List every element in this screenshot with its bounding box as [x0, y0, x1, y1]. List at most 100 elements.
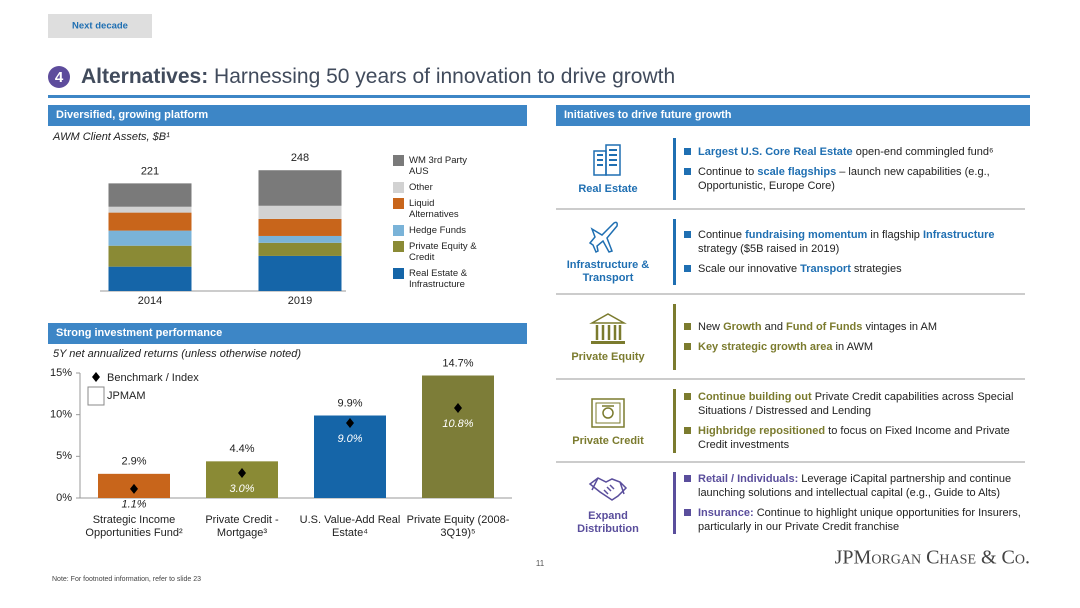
bullet-text: in AWM	[832, 341, 874, 353]
bullet-text: in flagship	[867, 229, 923, 241]
value-label: 9.9%	[337, 397, 362, 409]
bar	[314, 415, 386, 498]
initiative: Private Credit Continue building out Priv…	[556, 381, 1030, 461]
icon	[588, 221, 618, 254]
benchmark-marker	[238, 468, 246, 478]
value-label: 2.9%	[121, 456, 146, 468]
legend-item: Hedge Funds	[393, 225, 484, 236]
bar	[422, 375, 494, 498]
bar-segment	[258, 170, 342, 206]
legend-label: Private Equity & Credit	[409, 241, 477, 263]
title-bold: Alternatives:	[81, 65, 208, 88]
bar	[206, 461, 278, 498]
initiative-label-box: Private Credit	[556, 381, 660, 461]
bullet-square	[684, 148, 691, 155]
legend-item: Liquid Alternatives	[393, 198, 484, 220]
bar-segment	[258, 205, 342, 219]
legend-swatch	[393, 182, 404, 193]
bullet-text: open-end commingled fund⁶	[852, 146, 994, 158]
bar-segment	[108, 206, 192, 213]
bullet-text: and	[761, 321, 787, 333]
benchmark-label: 1.1%	[121, 499, 146, 511]
number-badge	[48, 66, 70, 88]
bullet: Retail / Individuals: Leverage iCapital …	[684, 472, 1024, 500]
initiative: Private Equity New Growth and Fund of Fun…	[556, 296, 1030, 378]
bullet-text: Leverage iCapital partnership and contin…	[698, 473, 1012, 499]
tab-bg	[48, 14, 152, 38]
bar-segment	[258, 235, 342, 243]
bullet-text: Retail / Individuals:	[698, 473, 799, 485]
bullet-square	[684, 393, 691, 400]
initiative: Infrastructure & Transport Continue fundr…	[556, 211, 1030, 293]
legend-item: WM 3rd Party AUS	[393, 155, 484, 177]
bullet-list: Continue fundraising momentum in flagshi…	[684, 211, 1024, 293]
bullet-text: fundraising momentum	[745, 229, 868, 241]
icon	[591, 397, 625, 428]
y-tick-label: 10%	[50, 409, 72, 421]
y-tick-label: 0%	[56, 492, 72, 504]
initiative-label: Infrastructure & Transport	[566, 259, 650, 284]
bullet-text: Transport	[800, 263, 851, 275]
bullet-text: scale flagships	[757, 166, 837, 178]
divider-bar	[673, 138, 676, 200]
legend: WM 3rd Party AUS Other Liquid Alternatives…	[393, 155, 484, 290]
bullet-list: New Growth and Fund of Funds vintages in…	[684, 296, 1024, 378]
bar-segment	[108, 230, 192, 246]
legend-swatch	[393, 225, 404, 236]
chart-subtitle: AWM Client Assets, $B¹	[53, 131, 170, 143]
bullet-text: Infrastructure	[922, 229, 995, 241]
bullet-text: Continue to	[698, 166, 758, 178]
legend-item: Private Equity & Credit	[393, 241, 484, 263]
bullet: Continue building out Private Credit cap…	[684, 390, 1024, 418]
bar-segment	[108, 183, 192, 207]
benchmark-marker	[346, 418, 354, 428]
bullet: Insurance: Continue to highlight unique …	[684, 506, 1024, 534]
title-rest: Harnessing 50 years of innovation to dri…	[208, 65, 675, 88]
footnote: Note: For footnoted information, refer t…	[52, 576, 201, 583]
bar-segment	[258, 218, 342, 236]
x-tick-label: Private Credit - Mortgage³	[205, 514, 279, 539]
legend-box	[87, 386, 105, 406]
x-tick-label: U.S. Value-Add Real Estate⁴	[299, 514, 401, 539]
tab-label[interactable]: Next decade	[72, 21, 128, 32]
bullet-text: Largest U.S. Core Real Estate	[698, 146, 853, 158]
bullet-text: to focus on Fixed Income and Private Cre…	[698, 425, 1010, 451]
bullet-square	[684, 168, 691, 175]
benchmark-marker	[454, 403, 462, 413]
initiative-label: Expand Distribution	[577, 510, 639, 535]
bar-segment	[108, 212, 192, 231]
legend-swatch	[393, 198, 404, 209]
legend-label: Liquid Alternatives	[409, 198, 459, 220]
legend-swatch	[393, 241, 404, 252]
divider-bar	[673, 304, 676, 370]
bullet-list: Continue building out Private Credit cap…	[684, 381, 1024, 461]
x-tick-label: Strategic Income Opportunities Fund²	[85, 514, 183, 539]
bullet-text: Insurance:	[698, 507, 754, 519]
bullet-text: Continue	[698, 229, 746, 241]
y-tick-label: 15%	[50, 367, 72, 379]
bullet-square	[684, 343, 691, 350]
legend-label: JPMAM	[107, 390, 146, 402]
initiative-label: Private Credit	[572, 434, 644, 447]
bullet-text: Key strategic growth area	[698, 341, 833, 353]
bullet-square	[684, 323, 691, 330]
bullet-text: New	[698, 321, 724, 333]
divider-bar	[673, 472, 676, 534]
bullet-text: – launch new capabilities (e.g., Opportu…	[698, 166, 990, 192]
legend-diamond	[92, 372, 100, 382]
section-header: Strong investment performance	[48, 323, 527, 344]
benchmark-label: 3.0%	[229, 483, 254, 495]
divider-bar	[673, 219, 676, 285]
bullet-square	[684, 475, 691, 482]
x-tick-label: Private Equity (2008-3Q19)⁵	[406, 514, 510, 539]
initiative-label-box: Expand Distribution	[556, 464, 660, 542]
bullet: New Growth and Fund of Funds vintages in…	[684, 320, 1024, 334]
logo: JPMorgan Chase & Co.	[835, 547, 1030, 569]
section-header: Diversified, growing platform	[48, 105, 527, 126]
bullet-text: Growth	[723, 321, 762, 333]
title: Alternatives: Harnessing 50 years of inn…	[81, 65, 675, 88]
bullet-square	[684, 231, 691, 238]
bullet-list: Retail / Individuals: Leverage iCapital …	[684, 464, 1024, 542]
page-number: 11	[536, 559, 545, 568]
